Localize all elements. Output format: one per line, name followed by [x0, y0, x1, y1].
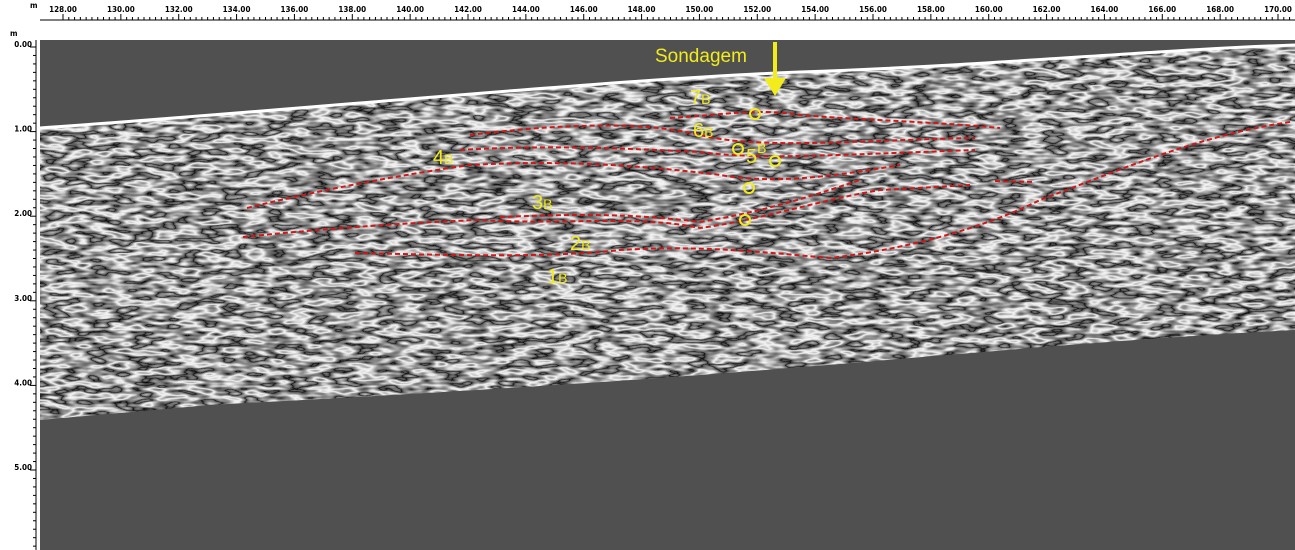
- x-tick-label: 170.00: [1264, 5, 1292, 14]
- horizon-suffix: B: [581, 237, 590, 253]
- horizon-number: 7: [690, 87, 701, 109]
- y-tick-label: 1.00: [14, 125, 32, 134]
- x-tick-label: 152.00: [743, 5, 771, 14]
- x-tick-label: 148.00: [628, 5, 656, 14]
- horizon-number: 4: [433, 147, 444, 169]
- x-tick-label: 142.00: [454, 5, 482, 14]
- x-tick-label: 144.00: [512, 5, 540, 14]
- x-tick-label: 150.00: [686, 5, 714, 14]
- probe-label: Sondagem: [655, 46, 747, 67]
- horizon-number: 2: [570, 233, 581, 255]
- x-tick-label: 130.00: [107, 5, 135, 14]
- x-tick-label: 134.00: [223, 5, 251, 14]
- horizon-suffix: B: [444, 151, 453, 167]
- horizon-suffix: B: [543, 196, 552, 212]
- horizon-suffix: B: [757, 140, 766, 156]
- horizon-label: 7B: [690, 87, 710, 109]
- x-tick-label: 132.00: [165, 5, 193, 14]
- radargram: m m Sondagem 1B2B3B4B5B6B7B 128.00130.00…: [0, 0, 1295, 550]
- x-tick-label: 140.00: [396, 5, 424, 14]
- horizon-label: 6B: [693, 120, 713, 142]
- horizon-number: 3: [532, 192, 543, 214]
- x-tick-label: 158.00: [917, 5, 945, 14]
- x-tick-label: 162.00: [1033, 5, 1061, 14]
- horizon-number: 1: [547, 266, 558, 288]
- horizon-label: 3B: [532, 192, 552, 214]
- horizon-suffix: B: [704, 124, 713, 140]
- x-tick-label: 138.00: [338, 5, 366, 14]
- horizon-label: 2B: [570, 233, 590, 255]
- x-tick-label: 156.00: [859, 5, 887, 14]
- x-tick-label: 136.00: [281, 5, 309, 14]
- x-tick-label: 166.00: [1148, 5, 1176, 14]
- x-tick-label: 168.00: [1206, 5, 1234, 14]
- horizon-number: 6: [693, 120, 704, 142]
- y-tick-label: 3.00: [14, 294, 32, 303]
- x-unit: m: [30, 1, 38, 10]
- horizon-label: 1B: [547, 266, 567, 288]
- x-tick-label: 160.00: [975, 5, 1003, 14]
- x-tick-label: 128.00: [49, 5, 77, 14]
- y-tick-label: 0.00: [14, 40, 32, 49]
- horizon-suffix: B: [701, 91, 710, 107]
- y-unit: m: [10, 29, 18, 38]
- x-tick-label: 154.00: [801, 5, 829, 14]
- x-tick-label: 164.00: [1091, 5, 1119, 14]
- horizon-label: 4B: [433, 147, 453, 169]
- horizon-number: 5: [746, 146, 757, 168]
- horizon-suffix: B: [558, 270, 567, 286]
- y-tick-label: 4.00: [14, 378, 32, 387]
- x-tick-label: 146.00: [570, 5, 598, 14]
- y-tick-label: 5.00: [14, 463, 32, 472]
- y-tick-label: 2.00: [14, 209, 32, 218]
